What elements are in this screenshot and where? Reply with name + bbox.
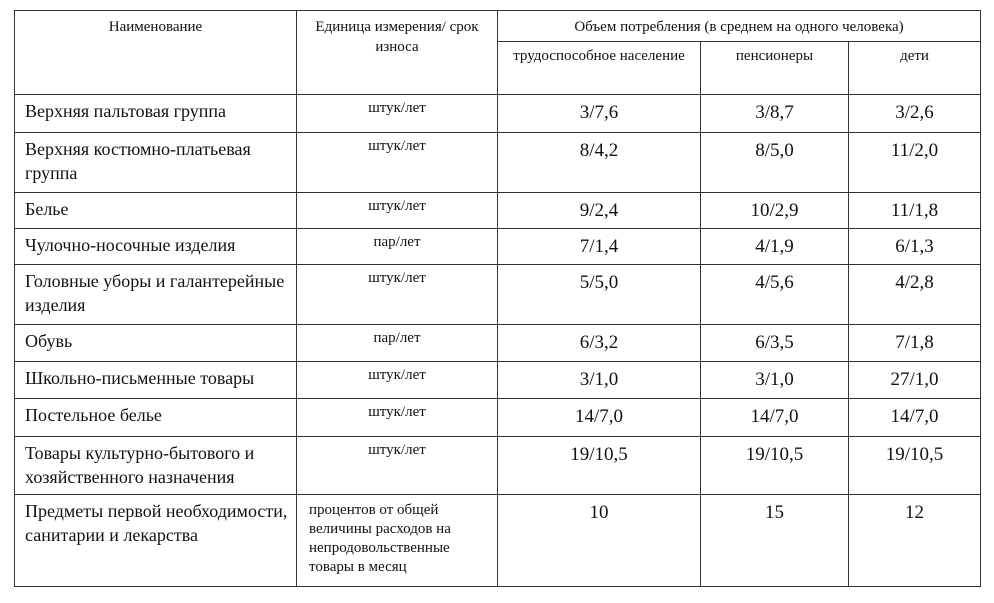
table-row: Школьно-письменные товары штук/лет 3/1,0… <box>14 361 981 399</box>
value-working: 6/3,2 <box>497 324 701 362</box>
value-children: 6/1,3 <box>848 228 981 265</box>
row-name: Белье <box>14 192 297 229</box>
value-working: 3/1,0 <box>497 361 701 399</box>
row-unit: пар/лет <box>296 228 498 265</box>
row-unit: штук/лет <box>296 94 498 133</box>
row-unit: штук/лет <box>296 132 498 193</box>
header-volume: Объем потребления (в среднем на одного ч… <box>497 10 981 42</box>
row-unit: штук/лет <box>296 264 498 325</box>
table-row: Предметы первой необходимости, санитарии… <box>14 494 981 587</box>
table-row: Чулочно-носочные изделия пар/лет 7/1,4 4… <box>14 228 981 265</box>
value-children: 19/10,5 <box>848 436 981 495</box>
row-name: Школьно-письменные товары <box>14 361 297 399</box>
table-row: Обувь пар/лет 6/3,2 6/3,5 7/1,8 <box>14 324 981 362</box>
row-name: Постельное белье <box>14 398 297 437</box>
value-working: 3/7,6 <box>497 94 701 133</box>
value-children: 27/1,0 <box>848 361 981 399</box>
value-working: 14/7,0 <box>497 398 701 437</box>
value-children: 7/1,8 <box>848 324 981 362</box>
value-working: 5/5,0 <box>497 264 701 325</box>
value-children: 11/1,8 <box>848 192 981 229</box>
row-name: Верхняя пальтовая группа <box>14 94 297 133</box>
value-working: 10 <box>497 494 701 587</box>
value-working: 9/2,4 <box>497 192 701 229</box>
header-group-children: дети <box>848 41 981 95</box>
row-name: Товары культурно-бытового и хозяйственно… <box>14 436 297 495</box>
header-group-pensioners: пенсионеры <box>700 41 849 95</box>
table-row: Белье штук/лет 9/2,4 10/2,9 11/1,8 <box>14 192 981 229</box>
value-working: 8/4,2 <box>497 132 701 193</box>
table-row: Верхняя пальтовая группа штук/лет 3/7,6 … <box>14 94 981 133</box>
table-row: Головные уборы и галантерейные изделия ш… <box>14 264 981 325</box>
value-pensioners: 14/7,0 <box>700 398 849 437</box>
row-unit: процентов от общей величины расходов на … <box>296 494 498 587</box>
header-group-working: трудоспособное население <box>497 41 701 95</box>
table-row: Товары культурно-бытового и хозяйственно… <box>14 436 981 495</box>
value-children: 3/2,6 <box>848 94 981 133</box>
consumption-table: Наименование Единица измерения/ срок изн… <box>14 10 981 587</box>
value-pensioners: 3/1,0 <box>700 361 849 399</box>
row-name: Верхняя костюмно-платьевая группа <box>14 132 297 193</box>
header-unit: Единица измерения/ срок износа <box>296 10 498 95</box>
value-children: 12 <box>848 494 981 587</box>
row-name: Чулочно-носочные изделия <box>14 228 297 265</box>
value-working: 19/10,5 <box>497 436 701 495</box>
value-working: 7/1,4 <box>497 228 701 265</box>
value-pensioners: 8/5,0 <box>700 132 849 193</box>
header-row: Наименование Единица измерения/ срок изн… <box>14 10 981 95</box>
value-pensioners: 4/5,6 <box>700 264 849 325</box>
row-name: Предметы первой необходимости, санитарии… <box>14 494 297 587</box>
value-children: 14/7,0 <box>848 398 981 437</box>
table-row: Постельное белье штук/лет 14/7,0 14/7,0 … <box>14 398 981 437</box>
row-unit: штук/лет <box>296 436 498 495</box>
table-row: Верхняя костюмно-платьевая группа штук/л… <box>14 132 981 193</box>
row-name: Обувь <box>14 324 297 362</box>
value-pensioners: 19/10,5 <box>700 436 849 495</box>
header-subrow: трудоспособное население пенсионеры дети <box>15 41 981 95</box>
header-name: Наименование <box>14 10 297 95</box>
row-name: Головные уборы и галантерейные изделия <box>14 264 297 325</box>
row-unit: пар/лет <box>296 324 498 362</box>
value-children: 4/2,8 <box>848 264 981 325</box>
row-unit: штук/лет <box>296 361 498 399</box>
value-pensioners: 15 <box>700 494 849 587</box>
row-unit: штук/лет <box>296 192 498 229</box>
value-pensioners: 10/2,9 <box>700 192 849 229</box>
value-pensioners: 3/8,7 <box>700 94 849 133</box>
value-children: 11/2,0 <box>848 132 981 193</box>
value-pensioners: 6/3,5 <box>700 324 849 362</box>
value-pensioners: 4/1,9 <box>700 228 849 265</box>
row-unit: штук/лет <box>296 398 498 437</box>
